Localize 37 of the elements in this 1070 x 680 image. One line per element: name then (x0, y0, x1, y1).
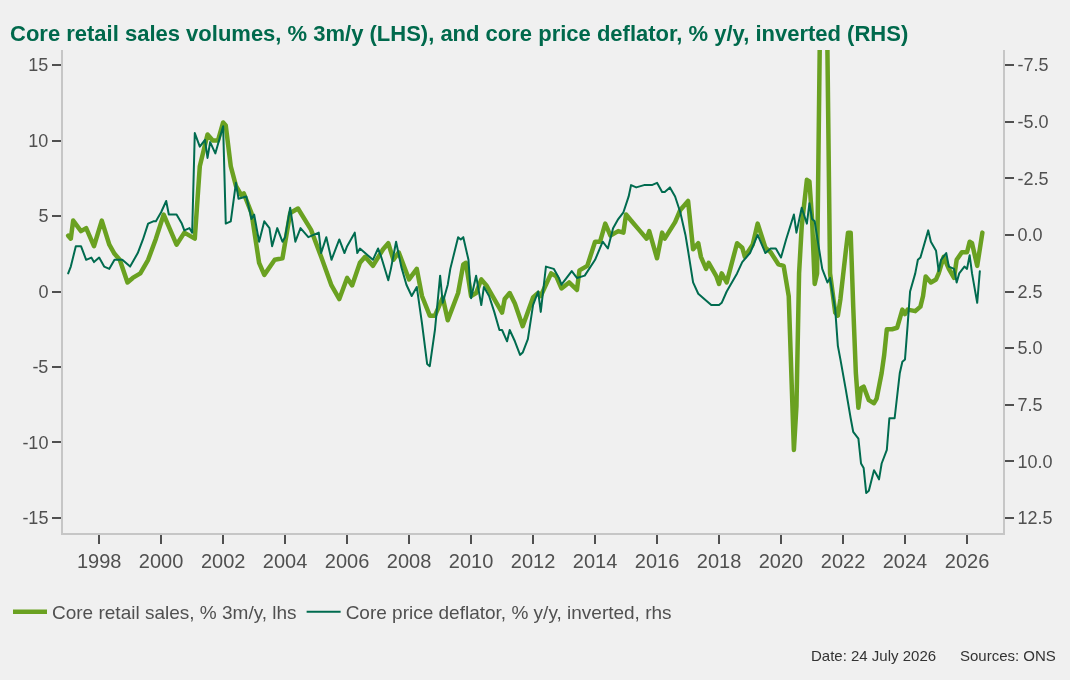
x-tick-label: 2008 (386, 550, 432, 572)
y2-tick-label: 7.5 (1017, 394, 1043, 415)
y-tick-label: -10 (22, 432, 49, 453)
line-series (67, 125, 981, 494)
legend-label: Core retail sales, % 3m/y, lhs (52, 602, 297, 624)
y2-tick-label: -7.5 (1017, 55, 1049, 76)
text: Date: 24 July 2026 (811, 647, 937, 664)
y-tick-label: 10 (28, 130, 49, 151)
y2-tick-label: 2.5 (1017, 281, 1043, 302)
x-tick-label: 2020 (758, 550, 804, 572)
x-tick-label: 2000 (138, 550, 184, 572)
y2-tick-label: 0.0 (1017, 225, 1043, 246)
y2-tick-label: -5.0 (1017, 112, 1049, 133)
x-tick-label: 2002 (200, 550, 246, 572)
x-tick-label: 2004 (262, 550, 308, 572)
x-tick-label: 2014 (572, 550, 618, 572)
y2-tick-label: 5.0 (1017, 338, 1043, 359)
y-tick-label: -5 (32, 357, 49, 378)
legend-label: Core price deflator, % y/y, inverted, rhs (345, 602, 672, 624)
x-tick-label: 2016 (634, 550, 680, 572)
y-tick-label: 0 (38, 281, 49, 302)
x-tick-label: 2024 (882, 550, 928, 572)
source-note: Sources: ONS (960, 647, 1056, 664)
x-tick-label: 2006 (324, 550, 370, 572)
y-tick-label: 5 (38, 206, 49, 227)
x-tick-label: 2026 (944, 550, 990, 572)
y-tick-label: 15 (28, 55, 49, 76)
chart-title: Core retail sales volumes, % 3m/y (LHS), and core price deflator, % y/y, inverted (RHS) (10, 20, 909, 46)
y2-tick-label: 12.5 (1017, 508, 1053, 529)
x-tick-label: 2010 (448, 550, 494, 572)
x-tick-label: 1998 (76, 550, 122, 572)
y-tick-label: -15 (22, 508, 49, 529)
y2-tick-label: -2.5 (1017, 168, 1049, 189)
y2-tick-label: 10.0 (1017, 451, 1053, 472)
x-tick-label: 2012 (510, 550, 556, 572)
x-tick-label: 2018 (696, 550, 742, 572)
x-tick-label: 2022 (820, 550, 866, 572)
